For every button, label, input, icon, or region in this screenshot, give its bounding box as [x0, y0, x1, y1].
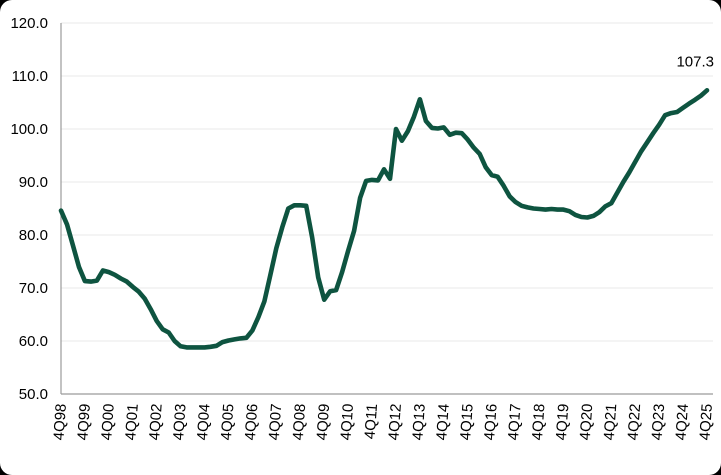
x-axis-tick-label: 4Q10	[338, 403, 358, 441]
x-axis-tick-label: 4Q12	[385, 403, 405, 441]
y-axis-tick-label: 60.0	[19, 333, 48, 350]
x-axis-tick-label: 4Q09	[314, 403, 334, 441]
x-axis-tick-label: 4Q18	[529, 403, 549, 441]
series-line	[58, 88, 710, 350]
x-axis-tick-label: 4Q06	[242, 403, 262, 441]
y-axis-tick-label: 90.0	[19, 174, 48, 191]
x-axis-tick-label: 4Q16	[481, 403, 501, 441]
x-axis-tick-label: 4Q17	[505, 403, 525, 441]
x-axis-tick-label: 4Q07	[266, 403, 286, 441]
y-axis-tick-label: 120.0	[10, 15, 48, 32]
x-axis-tick-label: 4Q15	[457, 403, 477, 441]
x-axis-tick-label: 4Q19	[553, 403, 573, 441]
x-axis-tick-label: 4Q11	[362, 403, 381, 440]
x-axis-tick-label: 4Q04	[194, 403, 214, 441]
y-axis-tick-label: 50.0	[19, 386, 48, 403]
y-axis-tick-label: 100.0	[10, 121, 48, 138]
x-axis-tick-label: 4Q13	[409, 403, 429, 441]
x-axis-tick-label: 4Q20	[577, 403, 597, 441]
x-axis-tick-label: 4Q14	[433, 403, 453, 441]
x-axis-tick-label: 4Q03	[170, 403, 190, 441]
x-axis-tick-label: 4Q98	[50, 403, 70, 441]
x-axis-tick-label: 4Q25	[696, 403, 716, 441]
y-axis-tick-label: 80.0	[19, 227, 48, 244]
x-axis-tick-label: 4Q05	[218, 403, 238, 441]
x-axis-tick-label: 4Q08	[290, 403, 310, 441]
x-axis-tick-label: 4Q00	[98, 403, 118, 441]
x-axis-tick-label: 4Q23	[649, 403, 669, 441]
last-value-annotation: 107.3	[676, 53, 714, 70]
y-axis-tick-label: 110.0	[12, 68, 48, 85]
x-axis-tick-label: 4Q24	[673, 403, 693, 441]
x-axis-tick-label: 4Q99	[74, 403, 94, 441]
x-axis-tick-label: 4Q21	[601, 403, 621, 441]
y-axis-tick-label: 70.0	[19, 280, 48, 297]
x-axis-tick-label: 4Q01	[122, 403, 142, 441]
x-axis-tick-label: 4Q22	[625, 403, 645, 441]
x-axis-tick-label: 4Q02	[146, 403, 166, 441]
